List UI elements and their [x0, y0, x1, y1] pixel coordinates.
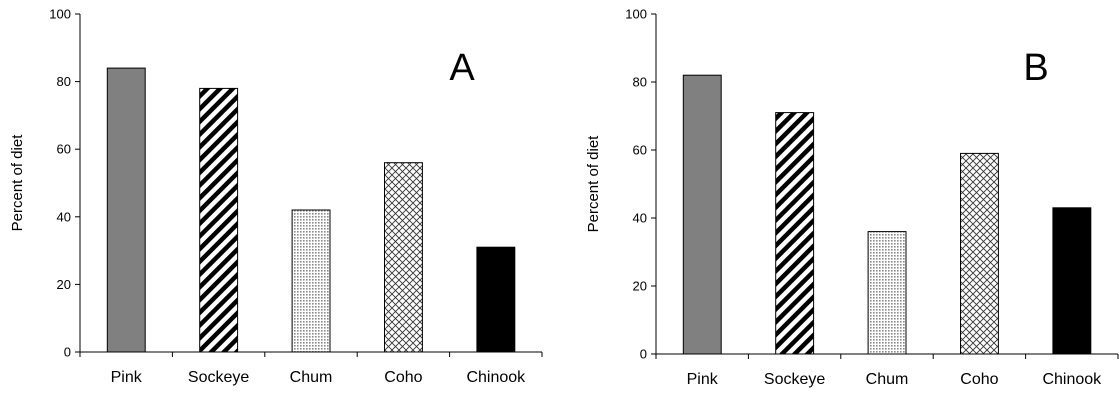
bar-chum [291, 209, 331, 353]
x-tick-label: Chum [290, 369, 333, 386]
y-axis-title: Percent of diet [585, 135, 602, 233]
y-tick-label: 40 [633, 211, 647, 226]
x-tick-label: Chinook [1042, 371, 1102, 388]
panel-label: B [1023, 47, 1048, 89]
y-tick-label: 60 [57, 142, 71, 157]
bar-coho [960, 152, 999, 355]
x-tick-label: Sockeye [764, 371, 825, 388]
x-tick-label: Sockeye [188, 369, 249, 386]
y-tick-label: 0 [64, 345, 71, 360]
y-tick-label: 60 [633, 143, 647, 158]
bar-pink [682, 74, 722, 355]
y-tick-label: 100 [49, 7, 71, 22]
x-tick-label: Coho [384, 369, 422, 386]
x-tick-label: Pink [687, 371, 719, 388]
bar-coho [384, 162, 423, 353]
y-tick-label: 0 [640, 347, 647, 362]
bar-sockeye [775, 112, 815, 355]
bar-pink [106, 67, 146, 353]
y-tick-label: 80 [57, 74, 71, 89]
y-axis-title: Percent of diet [9, 134, 26, 232]
chart-panel-a: 0 20 40 60 80 100 Pink Sockeye Chum Coho Chinook Pe… [9, 7, 543, 386]
bar-chinook [476, 246, 516, 353]
chart-panel-b: 0 20 40 60 80 100 Pink Sockeye Chum Coho Chinook Pe… [585, 7, 1119, 388]
y-tick-label: 20 [57, 277, 71, 292]
bar-chum [867, 231, 907, 355]
y-tick-label: 40 [57, 209, 71, 224]
x-tick-label: Chinook [466, 369, 526, 386]
bar-sockeye [199, 87, 239, 353]
x-tick-label: Pink [111, 369, 143, 386]
y-tick-label: 100 [625, 7, 647, 22]
y-tick-label: 20 [633, 279, 647, 294]
bar-chinook [1052, 207, 1092, 355]
panel-label: A [449, 47, 475, 89]
x-tick-label: Coho [960, 371, 998, 388]
x-tick-label: Chum [866, 371, 909, 388]
y-tick-label: 80 [633, 75, 647, 90]
